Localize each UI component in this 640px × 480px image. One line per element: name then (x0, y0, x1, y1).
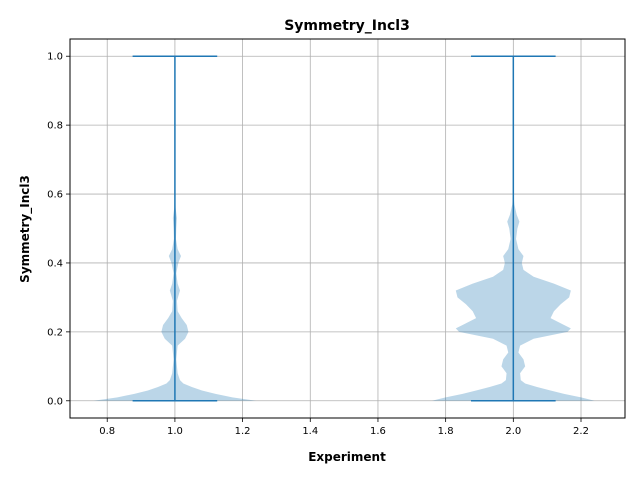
chart-title: Symmetry_Incl3 (284, 18, 410, 34)
y-axis-title: Symmetry_Incl3 (18, 175, 33, 283)
x-axis-ticks: 0.8 1.0 1.2 1.4 1.6 1.8 2.0 2.2 (99, 418, 589, 437)
y-axis-ticks: 0.0 0.2 0.4 0.6 0.8 1.0 (47, 52, 70, 407)
x-axis-title: Experiment (308, 450, 386, 464)
x-tick-label: 1.2 (235, 426, 251, 437)
x-tick-label: 1.6 (370, 426, 386, 437)
y-tick-label: 1.0 (47, 52, 63, 63)
grid-lines (70, 39, 625, 418)
x-tick-label: 1.4 (302, 426, 318, 437)
violin-bodies (93, 56, 595, 401)
plot-frame (69, 38, 626, 419)
x-tick-label: 2.2 (573, 426, 589, 437)
y-tick-label: 0.8 (47, 121, 63, 132)
x-tick-label: 2.0 (505, 426, 521, 437)
violin-stat-lines (132, 55, 556, 402)
x-tick-label: 0.8 (99, 426, 115, 437)
y-tick-label: 0.2 (47, 327, 63, 338)
y-tick-label: 0.6 (47, 190, 63, 201)
x-tick-label: 1.0 (167, 426, 183, 437)
x-tick-label: 1.8 (438, 426, 454, 437)
y-tick-label: 0.4 (47, 258, 63, 269)
y-tick-label: 0.0 (47, 396, 63, 407)
